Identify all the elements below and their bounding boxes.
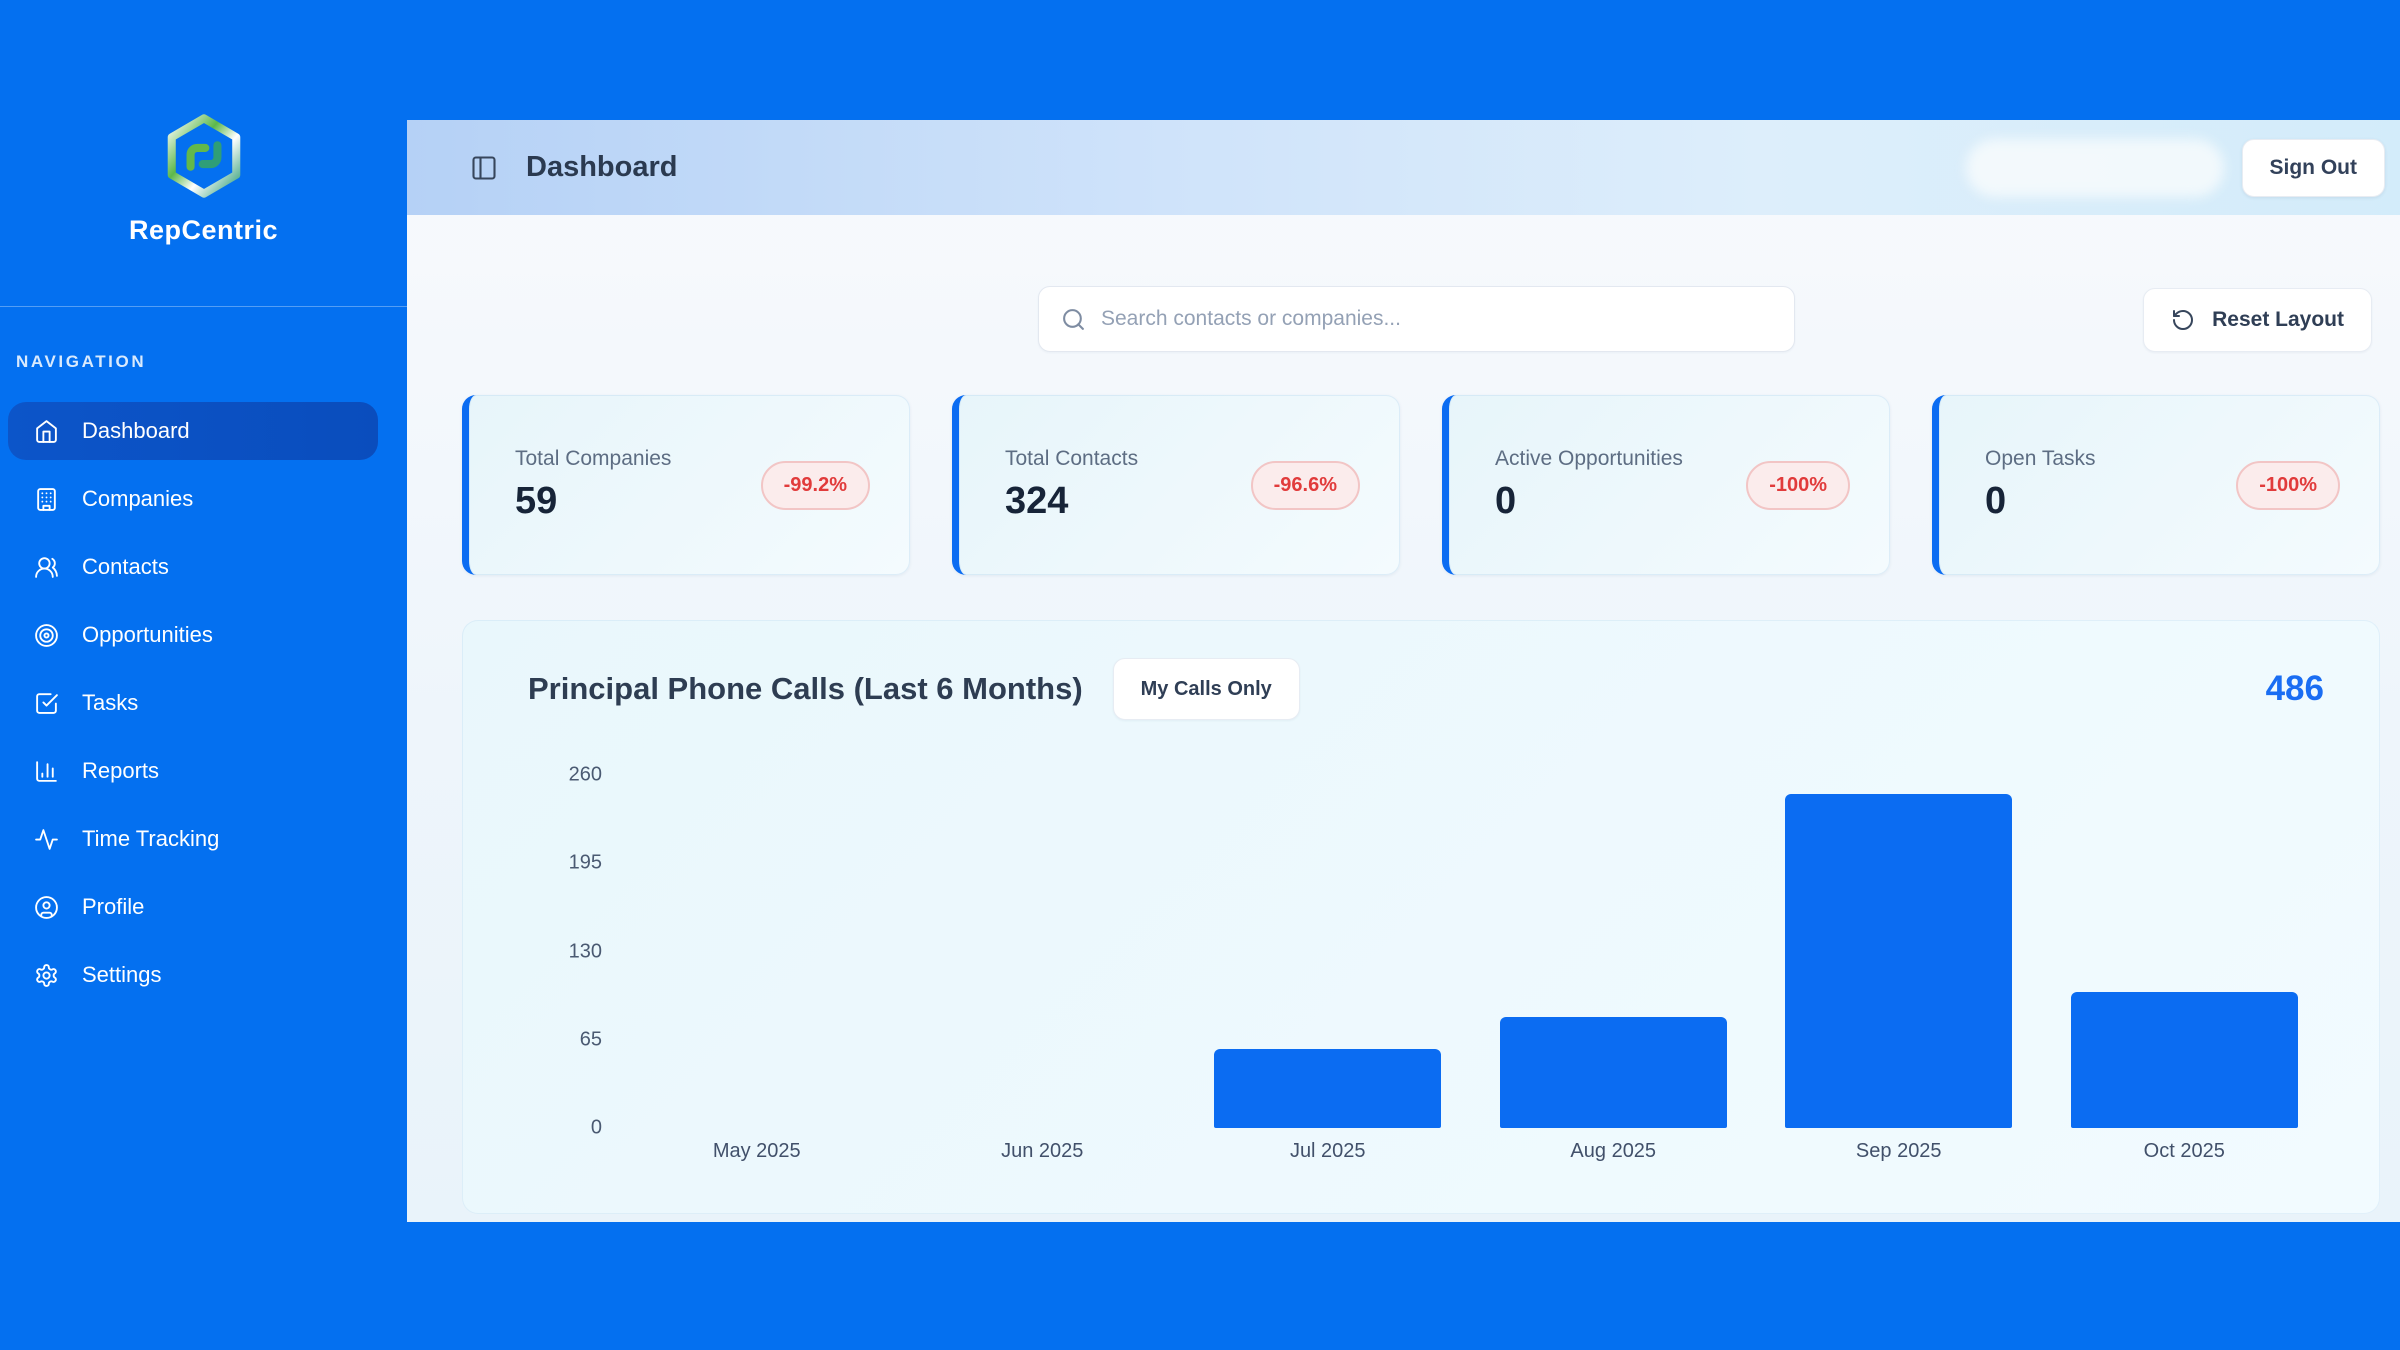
y-axis-tick: 0 <box>590 1116 602 1139</box>
page-title: Dashboard <box>526 151 678 183</box>
y-axis-tick: 65 <box>579 1028 602 1051</box>
sidebar-item-companies[interactable]: Companies <box>8 470 378 528</box>
stat-change-badge: -99.2% <box>760 460 870 510</box>
x-axis-label: Sep 2025 <box>1855 1140 1942 1162</box>
chart-total-value: 486 <box>2265 669 2324 708</box>
stat-value: 324 <box>1005 480 1069 522</box>
stat-label: Active Opportunities <box>1495 447 1683 470</box>
stats-row: Total Companies 59 -99.2% Total Contacts 324… <box>462 395 2380 575</box>
x-axis-label: May 2025 <box>712 1140 801 1162</box>
user-circle-icon <box>34 895 59 920</box>
nav-section-label: NAVIGATION <box>16 352 147 371</box>
stat-label: Open Tasks <box>1985 447 2096 470</box>
building-icon <box>34 487 59 512</box>
app-name: RepCentric <box>128 215 279 245</box>
app-header: Dashboard Sign Out <box>407 120 2400 215</box>
sidebar-item-dashboard[interactable]: Dashboard <box>8 402 378 460</box>
rotate-ccw-icon <box>2171 308 2195 332</box>
stat-change-badge: -96.6% <box>1250 460 1360 510</box>
chart-header: Principal Phone Calls (Last 6 Months) My… <box>528 658 2324 720</box>
sidebar-item-tasks[interactable]: Tasks <box>8 674 378 732</box>
sidebar-item-label: Opportunities <box>82 622 213 647</box>
nav-list: Dashboard Companies Contacts Opportunities T… <box>8 402 378 1004</box>
repcentric-logo-icon <box>161 110 247 207</box>
sidebar-item-label: Companies <box>82 486 194 511</box>
stat-value: 59 <box>515 480 558 522</box>
chart-card: Principal Phone Calls (Last 6 Months) My… <box>462 620 2380 1214</box>
reset-layout-button[interactable]: Reset Layout <box>2143 288 2372 352</box>
y-axis-tick: 195 <box>568 851 602 874</box>
x-axis-label: Oct 2025 <box>2143 1140 2225 1162</box>
x-axis-label: Jun 2025 <box>1001 1140 1084 1162</box>
y-axis-tick: 260 <box>568 763 602 786</box>
main-panel: Dashboard Sign Out Reset Layout Total Co… <box>407 120 2400 1222</box>
stat-info: Total Contacts 324 <box>1005 447 1138 523</box>
settings-icon <box>34 963 59 988</box>
target-icon <box>34 623 59 648</box>
bar-chart-icon <box>34 759 59 784</box>
stat-label: Total Contacts <box>1005 447 1139 470</box>
sidebar-item-contacts[interactable]: Contacts <box>8 538 378 596</box>
sidebar: RepCentric NAVIGATION Dashboard Companies… <box>0 0 407 1350</box>
sidebar-item-label: Time Tracking <box>82 826 220 851</box>
sidebar-item-profile[interactable]: Profile <box>8 878 378 936</box>
y-axis-tick: 130 <box>568 940 602 962</box>
stat-card: Active Opportunities 0 -100% <box>1442 395 1890 575</box>
sidebar-item-label: Settings <box>82 962 162 987</box>
panel-left-toggle-icon[interactable] <box>470 154 498 182</box>
sidebar-item-label: Reports <box>82 758 160 783</box>
x-axis-label: Aug 2025 <box>1570 1140 1657 1162</box>
stat-value: 0 <box>1495 480 1517 522</box>
stat-change-badge: -100% <box>2236 460 2340 510</box>
search-box <box>1038 286 1795 352</box>
search-icon <box>1061 307 1086 332</box>
bar-oct-2025 <box>2070 992 2298 1128</box>
check-square-icon <box>34 691 59 716</box>
stat-change-badge: -100% <box>1746 460 1850 510</box>
sidebar-item-time-tracking[interactable]: Time Tracking <box>8 810 378 868</box>
stat-info: Open Tasks 0 <box>1985 447 2096 523</box>
search-input[interactable] <box>1101 307 1772 331</box>
sidebar-divider <box>0 306 407 307</box>
chart-title: Principal Phone Calls (Last 6 Months) <box>528 671 1083 706</box>
sidebar-item-label: Tasks <box>82 690 139 715</box>
sidebar-item-label: Dashboard <box>82 418 190 443</box>
bar-aug-2025 <box>1499 1016 1727 1128</box>
user-email-redacted <box>1965 138 2224 197</box>
activity-icon <box>34 827 59 852</box>
repcentric-logo: RepCentric <box>0 110 407 246</box>
sidebar-item-reports[interactable]: Reports <box>8 742 378 800</box>
users-icon <box>34 555 59 580</box>
stat-label: Total Companies <box>515 447 672 470</box>
home-icon <box>34 419 59 444</box>
bar-jul-2025 <box>1214 1049 1442 1128</box>
header-right: Sign Out <box>1965 138 2385 197</box>
sidebar-item-settings[interactable]: Settings <box>8 946 378 1004</box>
my-calls-only-button[interactable]: My Calls Only <box>1112 658 1300 720</box>
bar-chart: 0 65 130 195 260 May 2025 Jun 2025 Jul 2025 Aug … <box>462 620 2380 1214</box>
x-axis-label: Jul 2025 <box>1289 1140 1366 1162</box>
stat-value: 0 <box>1985 480 2007 522</box>
sidebar-item-label: Profile <box>82 894 145 919</box>
reset-layout-label: Reset Layout <box>2212 308 2344 331</box>
sidebar-item-opportunities[interactable]: Opportunities <box>8 606 378 664</box>
stat-card: Total Contacts 324 -96.6% <box>952 395 1400 575</box>
stat-info: Total Companies 59 <box>515 447 671 523</box>
stat-info: Active Opportunities 0 <box>1495 447 1683 523</box>
stat-card: Total Companies 59 -99.2% <box>462 395 910 575</box>
stat-card: Open Tasks 0 -100% <box>1932 395 2380 575</box>
sign-out-button[interactable]: Sign Out <box>2241 138 2385 197</box>
sidebar-item-label: Contacts <box>82 554 169 579</box>
bar-sep-2025 <box>1785 794 2013 1128</box>
